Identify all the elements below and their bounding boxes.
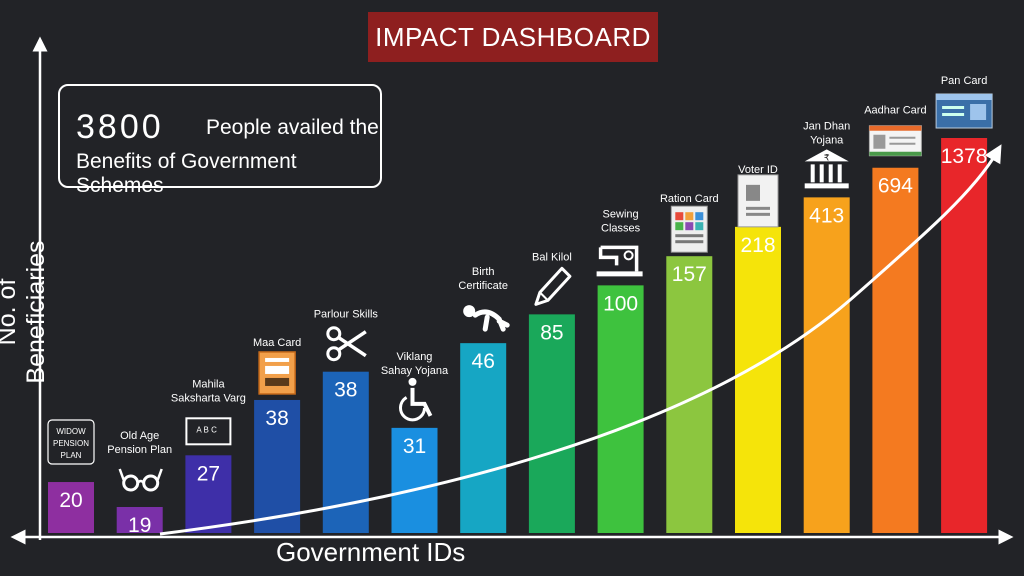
svg-text:₹: ₹: [824, 152, 830, 162]
bar: [735, 226, 781, 533]
widow-label-box: [47, 419, 95, 465]
dashboard-title: IMPACT DASHBOARD: [368, 12, 658, 62]
category-label: Bal Kilol: [532, 251, 572, 263]
bar: [254, 399, 301, 533]
category-label: Birth: [472, 266, 495, 278]
category-label: WIDOW: [56, 427, 86, 436]
bar-value-label: 38: [334, 379, 357, 402]
category-label: Ration Card: [660, 193, 719, 205]
svg-text:A B C: A B C: [196, 425, 217, 434]
bar: [666, 256, 713, 533]
pan-card-icon: [935, 93, 993, 129]
dashboard-title-text: IMPACT DASHBOARD: [375, 21, 651, 52]
chart-axes: [10, 36, 1014, 545]
total-count: 3800: [76, 108, 164, 146]
bar-value-label: 27: [197, 462, 220, 485]
bar-value-label: 20: [59, 489, 82, 512]
bar: [116, 507, 163, 533]
bar: [185, 455, 232, 533]
bar: [391, 427, 438, 533]
category-label: PENSION: [53, 439, 89, 448]
category-label: Sahay Yojana: [381, 365, 449, 377]
category-label: Mahila: [192, 378, 225, 390]
category-label: Parlour Skills: [314, 309, 379, 321]
category-label: Viklang: [397, 351, 433, 363]
bar: [597, 285, 644, 533]
y-axis-label: No. of Beneficiaries: [0, 240, 50, 384]
aadhar-card-icon: [868, 125, 922, 157]
bar-value-label: 19: [128, 514, 151, 537]
category-label: Sewing: [603, 208, 639, 220]
bar: [941, 138, 988, 533]
bar-value-label: 31: [403, 435, 426, 458]
wheelchair-icon: [399, 377, 433, 422]
ration-card-icon: [670, 205, 708, 253]
bar-value-label: 157: [672, 263, 707, 286]
pencil-icon: [534, 266, 572, 306]
summary-line-2: Benefits of Government Schemes: [76, 150, 297, 197]
bar-value-label: 46: [472, 350, 495, 373]
category-label: Aadhar Card: [864, 105, 926, 117]
bar: [528, 314, 575, 533]
chalkboard-icon: A B C: [185, 417, 232, 446]
bar-value-label: 38: [265, 407, 288, 430]
trend-arrow: [159, 144, 1002, 536]
category-label: Classes: [601, 222, 641, 234]
category-label: Certificate: [458, 280, 508, 292]
bar-value-label: 1378: [941, 145, 988, 168]
bar: [803, 197, 850, 533]
glasses-icon: [118, 468, 163, 492]
summary-box: 3800 People availed the Benefits of Gove…: [58, 84, 382, 197]
category-label: Jan Dhan: [803, 120, 850, 132]
summary-line-1: People availed the: [206, 116, 379, 139]
bar-value-label: 218: [740, 234, 775, 257]
sewing-machine-icon: [596, 245, 643, 277]
category-label: Maa Card: [253, 337, 301, 349]
category-label: Old Age: [120, 430, 159, 442]
category-label: Saksharta Varg: [171, 392, 246, 404]
bar-value-label: 100: [603, 292, 638, 315]
baby-icon: [463, 305, 510, 332]
bar-value-label: 85: [540, 321, 563, 344]
bar-value-label: 694: [878, 175, 913, 198]
category-label: Voter ID: [738, 164, 778, 176]
card-icon: [258, 351, 296, 395]
bank-icon: ₹: [804, 149, 849, 189]
bar: [48, 482, 94, 533]
category-label: Pension Plan: [107, 444, 172, 456]
bar-value-label: 413: [809, 204, 844, 227]
bar: [872, 167, 919, 533]
scissors-icon: [326, 326, 367, 362]
x-axis-label: Government IDs: [276, 537, 466, 567]
voter-id-icon: [737, 174, 779, 228]
category-label: PLAN: [61, 451, 82, 460]
category-label: Yojana: [810, 134, 844, 146]
category-label: Pan Card: [941, 75, 987, 87]
bar: [460, 343, 507, 533]
